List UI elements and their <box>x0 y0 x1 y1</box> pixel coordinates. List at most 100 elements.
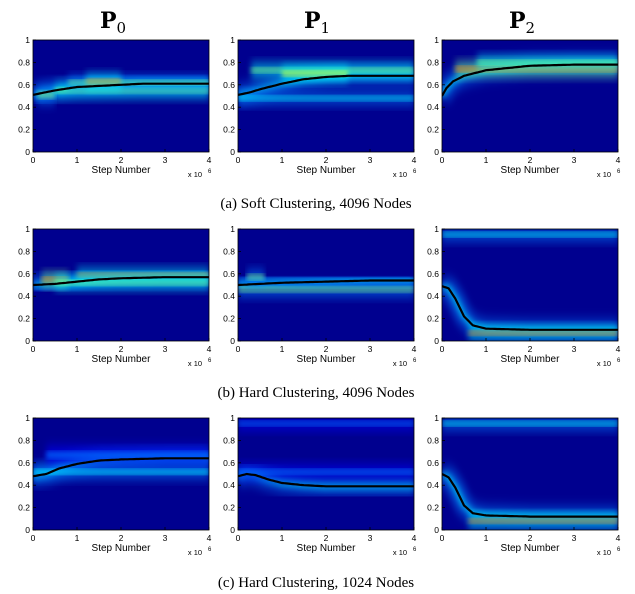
density-band <box>468 519 618 523</box>
ytick-label: 0.2 <box>223 125 235 135</box>
ytick-label: 0 <box>25 147 30 157</box>
ytick-label: 0.4 <box>18 291 30 301</box>
xtick-label: 1 <box>280 344 285 354</box>
density-band <box>238 96 414 100</box>
xtick-label: 2 <box>324 155 329 165</box>
xtick-label: 0 <box>236 155 241 165</box>
density-band <box>442 422 618 426</box>
x-axis-label: Step Number <box>92 543 152 554</box>
density-band <box>55 281 209 285</box>
density-band <box>477 60 618 64</box>
ytick-label: 0 <box>434 336 439 346</box>
density-band <box>246 275 265 279</box>
ytick-label: 0.4 <box>427 480 439 490</box>
ytick-label: 0.8 <box>18 435 30 445</box>
ytick-label: 0 <box>434 147 439 157</box>
x-multiplier-exponent: 6 <box>208 547 212 553</box>
ytick-label: 0 <box>230 336 235 346</box>
density-band <box>238 422 414 426</box>
ytick-label: 0.4 <box>223 480 235 490</box>
xtick-label: 3 <box>163 344 168 354</box>
density-band <box>46 452 209 458</box>
xtick-label: 2 <box>119 344 124 354</box>
x-multiplier-exponent: 6 <box>208 358 212 364</box>
ytick-label: 1 <box>230 413 235 423</box>
xtick-label: 2 <box>119 533 124 543</box>
x-axis-label: Step Number <box>501 165 561 176</box>
xtick-label: 1 <box>484 533 489 543</box>
xtick-label: 2 <box>119 155 124 165</box>
x-axis-label: Step Number <box>92 165 152 176</box>
density-band <box>468 331 618 335</box>
xtick-label: 0 <box>440 344 445 354</box>
ytick-label: 1 <box>25 413 30 423</box>
x-multiplier-exponent: 6 <box>617 358 621 364</box>
xtick-label: 0 <box>440 155 445 165</box>
xtick-label: 1 <box>75 155 80 165</box>
x-axis-label: Step Number <box>92 354 152 365</box>
ytick-label: 0.6 <box>427 458 439 468</box>
ytick-label: 0.8 <box>427 435 439 445</box>
xtick-label: 0 <box>236 344 241 354</box>
x-multiplier: x 10 <box>188 548 202 557</box>
panel-b-P1: 0 0.2 0.4 0.6 0.8 1 0 1 2 3 4 Step Number x 10 6 <box>223 224 417 368</box>
col-title-0: P0 <box>100 8 126 37</box>
xtick-label: 1 <box>280 155 285 165</box>
x-multiplier-exponent: 6 <box>617 547 621 553</box>
x-multiplier: x 10 <box>597 170 611 179</box>
density-band <box>238 287 414 292</box>
ytick-label: 0.8 <box>223 57 235 67</box>
ytick-label: 0.4 <box>223 291 235 301</box>
xtick-label: 1 <box>484 155 489 165</box>
panels: 0 0.2 0.4 0.6 0.8 1 0 1 2 3 4 Step Number x 10 6 0 0.2 0… <box>18 35 621 557</box>
ytick-label: 0 <box>230 525 235 535</box>
xtick-label: 4 <box>207 533 212 543</box>
ytick-label: 0.2 <box>427 314 439 324</box>
row-captions: (a) Soft Clustering, 4096 Nodes (b) Hard… <box>217 196 414 591</box>
x-multiplier-exponent: 6 <box>413 547 417 553</box>
x-multiplier: x 10 <box>188 359 202 368</box>
panel-b-P2: 0 0.2 0.4 0.6 0.8 1 0 1 2 3 4 Step Number x 10 6 <box>427 224 621 368</box>
xtick-label: 2 <box>528 533 533 543</box>
xtick-label: 3 <box>572 533 577 543</box>
ytick-label: 0.8 <box>18 246 30 256</box>
panel-c-P1: 0 0.2 0.4 0.6 0.8 1 0 1 2 3 4 Step Number x 10 6 <box>223 413 417 557</box>
xtick-label: 0 <box>236 533 241 543</box>
ytick-label: 0.2 <box>18 125 30 135</box>
ytick-label: 0.2 <box>427 503 439 513</box>
caption-b: (b) Hard Clustering, 4096 Nodes <box>217 385 414 401</box>
density-band <box>85 79 121 84</box>
x-multiplier: x 10 <box>393 359 407 368</box>
ytick-label: 0.4 <box>427 291 439 301</box>
density-band <box>238 470 414 474</box>
xtick-label: 2 <box>324 344 329 354</box>
density-band <box>77 273 209 277</box>
xtick-label: 4 <box>207 344 212 354</box>
xtick-label: 2 <box>528 155 533 165</box>
xtick-label: 3 <box>163 155 168 165</box>
x-axis-label: Step Number <box>501 543 561 554</box>
ytick-label: 0 <box>25 336 30 346</box>
ytick-label: 0.6 <box>18 80 30 90</box>
ytick-label: 1 <box>230 224 235 234</box>
xtick-label: 0 <box>31 344 36 354</box>
x-multiplier-exponent: 6 <box>617 169 621 175</box>
ytick-label: 0.8 <box>223 435 235 445</box>
x-multiplier-exponent: 6 <box>413 169 417 175</box>
xtick-label: 4 <box>412 533 417 543</box>
mean-trajectory <box>33 276 209 287</box>
ytick-label: 0.6 <box>18 458 30 468</box>
xtick-label: 1 <box>75 533 80 543</box>
ytick-label: 0.6 <box>223 458 235 468</box>
ytick-label: 0 <box>434 525 439 535</box>
panel-b-P0: 0 0.2 0.4 0.6 0.8 1 0 1 2 3 4 Step Number x 10 6 <box>18 224 212 368</box>
x-axis-label: Step Number <box>297 165 357 176</box>
x-axis-label: Step Number <box>501 354 561 365</box>
ytick-label: 0.4 <box>18 102 30 112</box>
panel-a-P0: 0 0.2 0.4 0.6 0.8 1 0 1 2 3 4 Step Number x 10 6 <box>18 35 212 179</box>
density-band <box>455 67 618 71</box>
ytick-label: 0.6 <box>18 269 30 279</box>
xtick-label: 0 <box>31 533 36 543</box>
caption-a: (a) Soft Clustering, 4096 Nodes <box>220 196 411 212</box>
